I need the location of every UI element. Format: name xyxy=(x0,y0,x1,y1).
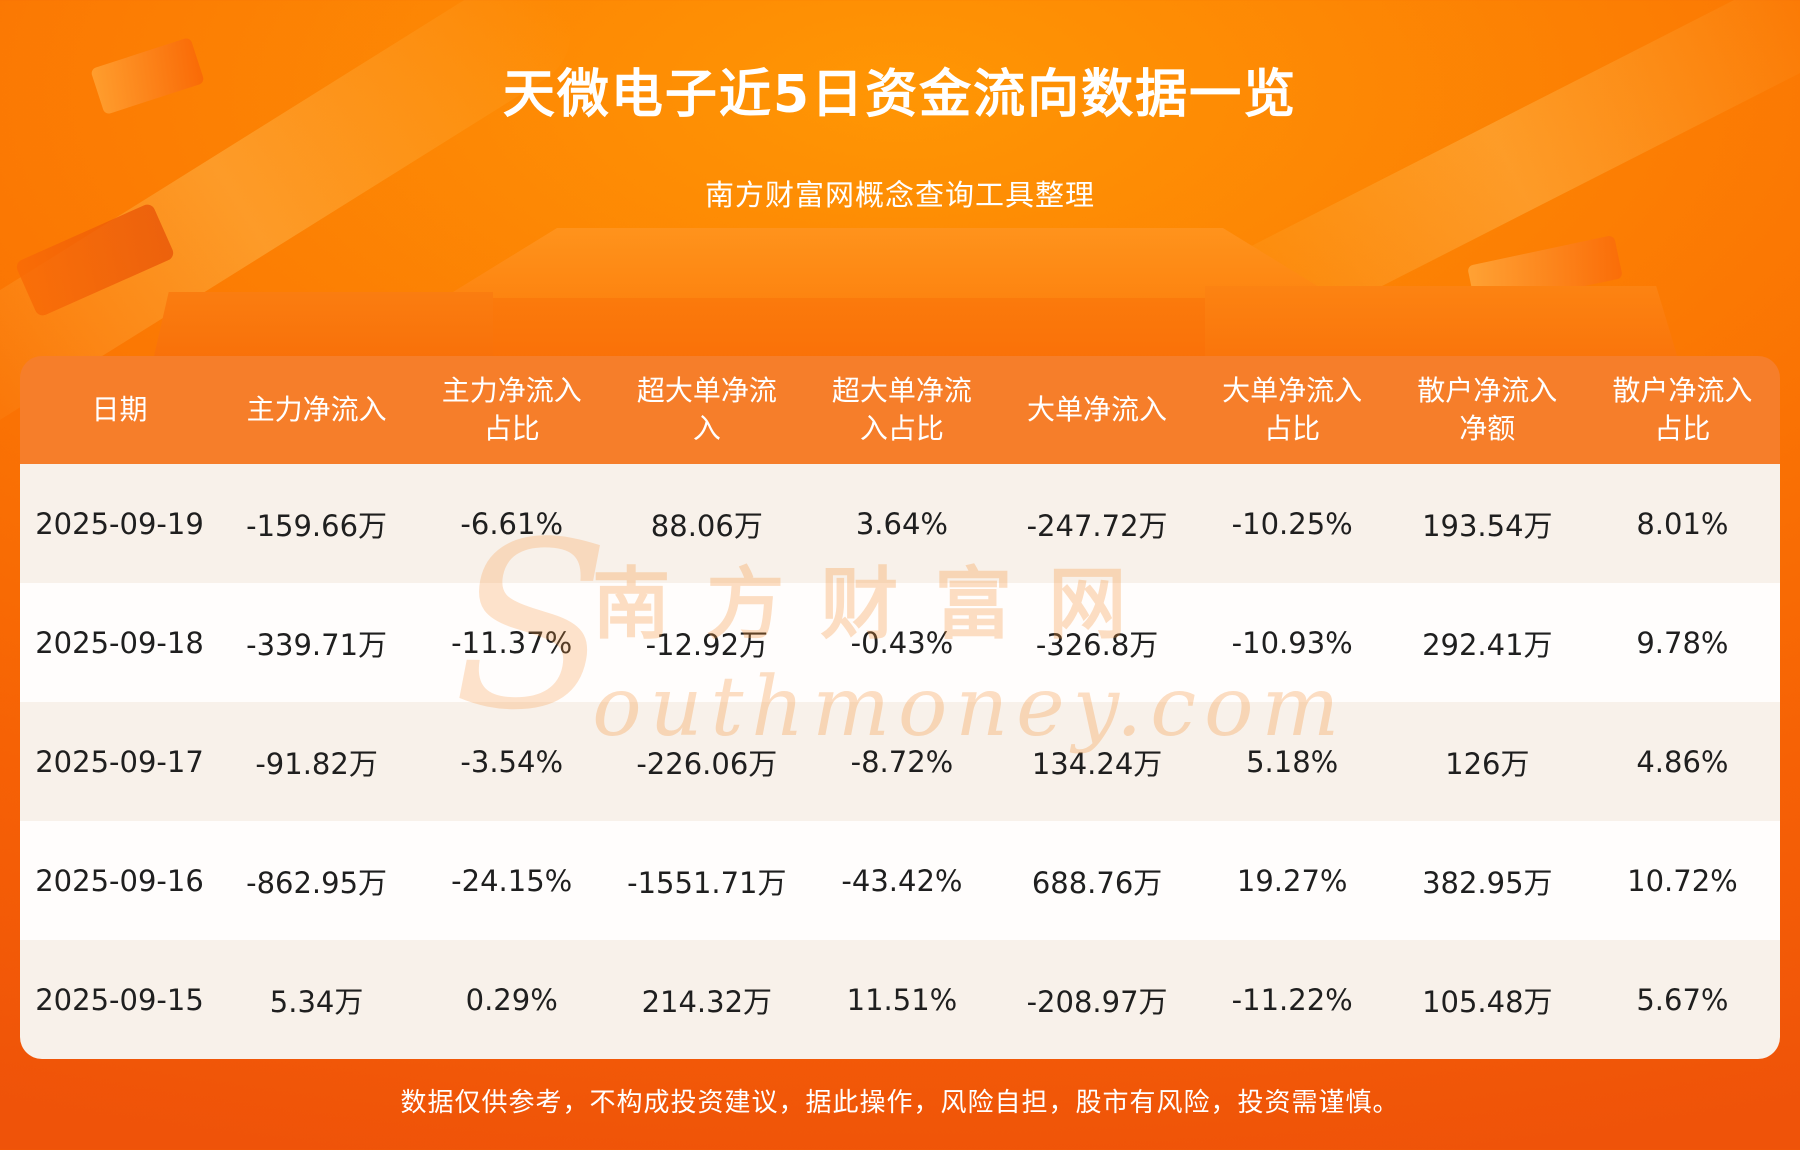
cell-main-net-inflow: 5.34万 xyxy=(269,984,364,1019)
cell-retail-net-inflow-ratio: 4.86% xyxy=(1636,744,1729,779)
cell-date: 2025-09-17 xyxy=(35,744,204,779)
page-subtitle: 南方财富网概念查询工具整理 xyxy=(704,178,1095,212)
cell-main-net-inflow-ratio: -3.54% xyxy=(460,744,563,779)
cell-super-large-net-inflow: -1551.71万 xyxy=(627,865,787,900)
floating-cube-decor xyxy=(14,202,176,318)
table-header-row: 日期 主力净流入 主力净流入占比 超大单净流入 超大单净流入占比 大单净流入 大… xyxy=(20,356,1780,464)
cell-retail-net-inflow-ratio: 9.78% xyxy=(1636,625,1729,660)
page-title: 天微电子近5日资金流向数据一览 xyxy=(502,65,1298,125)
column-header-retail-net-inflow-ratio: 散户净流入占比 xyxy=(1612,374,1753,445)
cell-date: 2025-09-19 xyxy=(35,506,204,541)
cell-super-large-net-inflow: 88.06万 xyxy=(650,508,763,543)
table-row: 2025-09-19 -159.66万 -6.61% 88.06万 3.64% … xyxy=(20,464,1780,583)
cell-date: 2025-09-15 xyxy=(35,982,204,1017)
cell-main-net-inflow: -159.66万 xyxy=(246,508,388,543)
cell-large-net-inflow: -326.8万 xyxy=(1035,627,1159,662)
cell-main-net-inflow-ratio: 0.29% xyxy=(465,982,558,1017)
cell-retail-net-inflow: 382.95万 xyxy=(1422,865,1553,900)
cell-main-net-inflow: -339.71万 xyxy=(246,627,388,662)
column-header-large-net-inflow: 大单净流入 xyxy=(1027,393,1168,427)
cell-large-net-inflow-ratio: -11.22% xyxy=(1231,982,1353,1017)
column-header-super-large-net-inflow: 超大单净流入 xyxy=(636,374,777,445)
cell-large-net-inflow: 688.76万 xyxy=(1031,865,1163,900)
cell-large-net-inflow: 134.24万 xyxy=(1031,746,1163,781)
cell-super-large-net-inflow-ratio: 3.64% xyxy=(855,506,948,541)
cell-retail-net-inflow: 105.48万 xyxy=(1422,984,1553,1019)
cell-super-large-net-inflow-ratio: 11.51% xyxy=(846,982,958,1017)
cell-super-large-net-inflow-ratio: -8.72% xyxy=(850,744,954,779)
cell-retail-net-inflow-ratio: 10.72% xyxy=(1627,863,1738,898)
cell-super-large-net-inflow-ratio: -0.43% xyxy=(850,625,954,660)
cell-date: 2025-09-16 xyxy=(35,863,204,898)
table-row: 2025-09-16 -862.95万 -24.15% -1551.71万 -4… xyxy=(20,821,1780,940)
cell-main-net-inflow-ratio: -24.15% xyxy=(451,863,573,898)
cell-large-net-inflow: -247.72万 xyxy=(1026,508,1168,543)
cell-large-net-inflow: -208.97万 xyxy=(1026,984,1168,1019)
podium-platform-top-decor xyxy=(440,228,1340,300)
cell-date: 2025-09-18 xyxy=(35,625,204,660)
cell-main-net-inflow-ratio: -11.37% xyxy=(451,625,573,660)
column-header-main-net-inflow-ratio: 主力净流入占比 xyxy=(441,374,582,445)
column-header-retail-net-inflow: 散户净流入净额 xyxy=(1417,374,1558,445)
column-header-date: 日期 xyxy=(91,393,148,427)
cell-main-net-inflow: -91.82万 xyxy=(255,746,378,781)
table-row: 2025-09-17 -91.82万 -3.54% -226.06万 -8.72… xyxy=(20,702,1780,821)
cell-retail-net-inflow-ratio: 5.67% xyxy=(1636,982,1729,1017)
cell-super-large-net-inflow: -12.92万 xyxy=(645,627,769,662)
table-row: 2025-09-15 5.34万 0.29% 214.32万 11.51% -2… xyxy=(20,940,1780,1059)
column-header-super-large-net-inflow-ratio: 超大单净流入占比 xyxy=(831,374,972,445)
cell-super-large-net-inflow: 214.32万 xyxy=(641,984,773,1019)
cell-main-net-inflow-ratio: -6.61% xyxy=(460,506,563,541)
cell-large-net-inflow-ratio: -10.25% xyxy=(1231,506,1353,541)
cell-retail-net-inflow: 126万 xyxy=(1445,746,1530,781)
cell-retail-net-inflow: 292.41万 xyxy=(1422,627,1553,662)
column-header-main-net-inflow: 主力净流入 xyxy=(246,393,387,427)
cell-retail-net-inflow-ratio: 8.01% xyxy=(1636,506,1729,541)
table-row: 2025-09-18 -339.71万 -11.37% -12.92万 -0.4… xyxy=(20,583,1780,702)
column-header-large-net-inflow-ratio: 大单净流入占比 xyxy=(1222,374,1363,445)
cell-super-large-net-inflow-ratio: -43.42% xyxy=(841,863,963,898)
disclaimer-text: 数据仅供参考，不构成投资建议，据此操作，风险自担，股市有风险，投资需谨慎。 xyxy=(400,1088,1400,1118)
cell-large-net-inflow-ratio: -10.93% xyxy=(1231,625,1353,660)
cell-large-net-inflow-ratio: 5.18% xyxy=(1246,744,1339,779)
capital-flow-table: 日期 主力净流入 主力净流入占比 超大单净流入 超大单净流入占比 大单净流入 大… xyxy=(20,356,1780,1059)
cell-retail-net-inflow: 193.54万 xyxy=(1422,508,1553,543)
cell-large-net-inflow-ratio: 19.27% xyxy=(1236,863,1348,898)
cell-super-large-net-inflow: -226.06万 xyxy=(636,746,778,781)
cell-main-net-inflow: -862.95万 xyxy=(246,865,388,900)
